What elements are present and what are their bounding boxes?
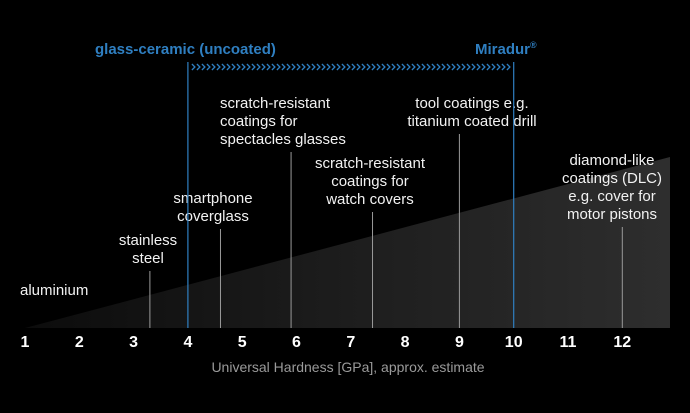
- annotation-label: scratch-resistant: [220, 95, 331, 112]
- range-chevron: [341, 63, 346, 71]
- annotation-label: smartphone: [173, 190, 252, 207]
- x-tick-label: 6: [292, 334, 301, 351]
- range-chevron: [361, 63, 366, 71]
- annotation-label: spectacles glasses: [220, 131, 346, 148]
- x-tick-label: 1: [21, 334, 30, 351]
- range-chevron: [431, 63, 436, 71]
- annotation-label: aluminium: [20, 282, 88, 299]
- annotation-label: coatings for: [220, 113, 298, 130]
- annotation-label: e.g. cover for: [568, 188, 656, 205]
- annotation-label: watch covers: [325, 191, 414, 208]
- range-chevron: [426, 63, 431, 71]
- range-chevron: [306, 63, 311, 71]
- range-chevron: [231, 63, 236, 71]
- range-chevron: [256, 63, 261, 71]
- range-chevron: [271, 63, 276, 71]
- range-chevron: [221, 63, 226, 71]
- range-chevron: [331, 63, 336, 71]
- range-chevron: [456, 63, 461, 71]
- hardness-wedge: [25, 157, 670, 328]
- range-chevron: [471, 63, 476, 71]
- range-chevron: [466, 63, 471, 71]
- range-chevron: [346, 63, 351, 71]
- range-chevron: [401, 63, 406, 71]
- x-axis-label: Universal Hardness [GPa], approx. estima…: [211, 359, 484, 375]
- range-chevron: [301, 63, 306, 71]
- annotation-label: coverglass: [177, 208, 249, 225]
- range-chevron: [296, 63, 301, 71]
- range-chevron: [241, 63, 246, 71]
- range-chevron: [406, 63, 411, 71]
- range-chevron: [491, 63, 496, 71]
- range-chevron: [386, 63, 391, 71]
- x-tick-label: 9: [455, 334, 464, 351]
- range-chevron: [276, 63, 281, 71]
- annotation-label: coatings (DLC): [562, 170, 662, 187]
- range-chevron: [411, 63, 416, 71]
- x-tick-label: 2: [75, 334, 84, 351]
- x-tick-label: 4: [183, 334, 192, 351]
- range-chevron: [236, 63, 241, 71]
- range-chevron: [421, 63, 426, 71]
- range-chevron: [201, 63, 206, 71]
- x-tick-label: 11: [560, 334, 577, 351]
- annotation-label: motor pistons: [567, 206, 657, 223]
- range-chevron: [206, 63, 211, 71]
- x-tick-label: 5: [238, 334, 247, 351]
- range-chevron: [196, 63, 201, 71]
- range-chevron: [396, 63, 401, 71]
- range-chevron: [486, 63, 491, 71]
- range-chevron: [436, 63, 441, 71]
- range-chevron: [311, 63, 316, 71]
- range-chevron: [336, 63, 341, 71]
- range-chevron: [496, 63, 501, 71]
- range-chevron: [211, 63, 216, 71]
- range-chevron: [251, 63, 256, 71]
- range-chevron: [461, 63, 466, 71]
- range-chevron: [316, 63, 321, 71]
- annotation-label: diamond-like: [569, 152, 654, 169]
- range-chevron: [286, 63, 291, 71]
- range-chevron: [291, 63, 296, 71]
- range-chevron: [226, 63, 231, 71]
- range-chevron: [446, 63, 451, 71]
- range-end-label: Miradur®: [475, 40, 537, 58]
- annotation-label: tool coatings e.g.: [415, 95, 528, 112]
- range-chevron: [381, 63, 386, 71]
- annotation-label: scratch-resistant: [315, 155, 426, 172]
- range-chevron: [416, 63, 421, 71]
- range-chevron: [476, 63, 481, 71]
- range-chevron: [246, 63, 251, 71]
- range-chevron: [501, 63, 506, 71]
- range-chevron: [216, 63, 221, 71]
- range-chevron: [351, 63, 356, 71]
- range-chevron: [266, 63, 271, 71]
- range-chevron: [191, 63, 196, 71]
- x-tick-label: 12: [613, 334, 631, 351]
- range-chevron: [441, 63, 446, 71]
- range-chevron: [261, 63, 266, 71]
- x-tick-label: 3: [129, 334, 138, 351]
- x-tick-label: 7: [346, 334, 355, 351]
- range-start-label: glass-ceramic (uncoated): [95, 41, 276, 58]
- registered-mark: ®: [530, 40, 537, 50]
- range-chevron: [326, 63, 331, 71]
- range-chevron: [371, 63, 376, 71]
- range-chevron: [481, 63, 486, 71]
- annotation-label: titanium coated drill: [407, 113, 536, 130]
- x-tick-label: 10: [505, 334, 523, 351]
- x-tick-label: 8: [401, 334, 410, 351]
- range-chevron: [281, 63, 286, 71]
- range-chevron: [356, 63, 361, 71]
- annotation-label: steel: [132, 250, 164, 267]
- range-chevron: [321, 63, 326, 71]
- annotation-label: stainless: [119, 232, 177, 249]
- range-chevron: [391, 63, 396, 71]
- range-chevron: [376, 63, 381, 71]
- range-chevron: [506, 63, 511, 71]
- annotation-label: coatings for: [331, 173, 409, 190]
- range-chevron: [451, 63, 456, 71]
- range-chevron: [366, 63, 371, 71]
